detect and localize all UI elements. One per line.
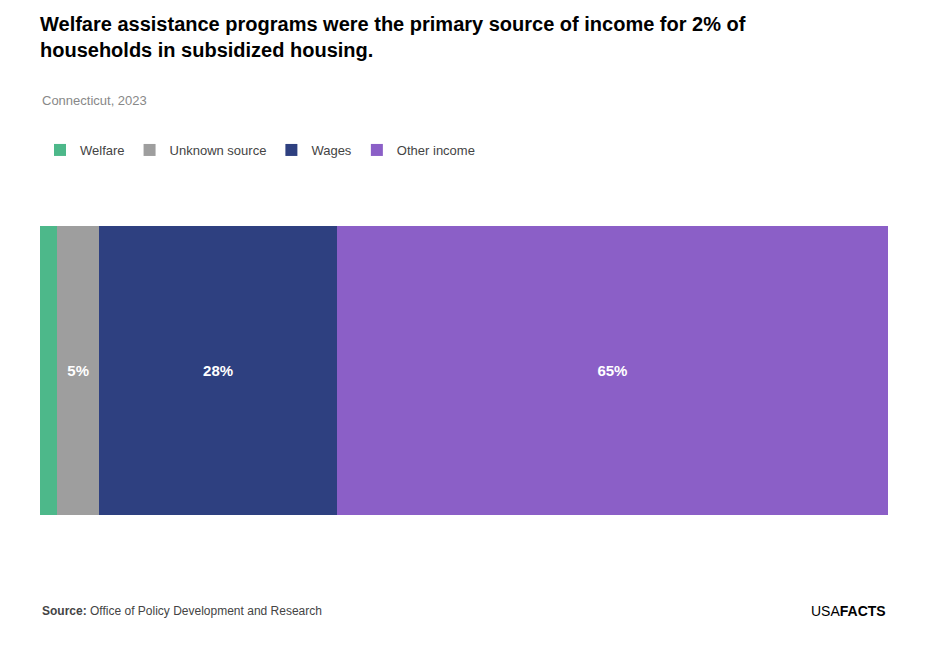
svg-text:Source: Office of Policy Devel: Source: Office of Policy Development and… [42, 604, 322, 618]
svg-text:Welfare assistance programs we: Welfare assistance programs were the pri… [40, 13, 746, 61]
svg-text:Connecticut, 2023: Connecticut, 2023 [42, 93, 147, 108]
svg-text:28%: 28% [203, 362, 233, 379]
svg-text:Welfare: Welfare [80, 143, 125, 158]
svg-text:Wages: Wages [311, 143, 351, 158]
svg-text:Other income: Other income [397, 143, 475, 158]
svg-text:Unknown source: Unknown source [170, 143, 267, 158]
svg-text:5%: 5% [67, 362, 89, 379]
svg-text:65%: 65% [597, 362, 627, 379]
svg-text:USAFACTS: USAFACTS [811, 603, 886, 619]
